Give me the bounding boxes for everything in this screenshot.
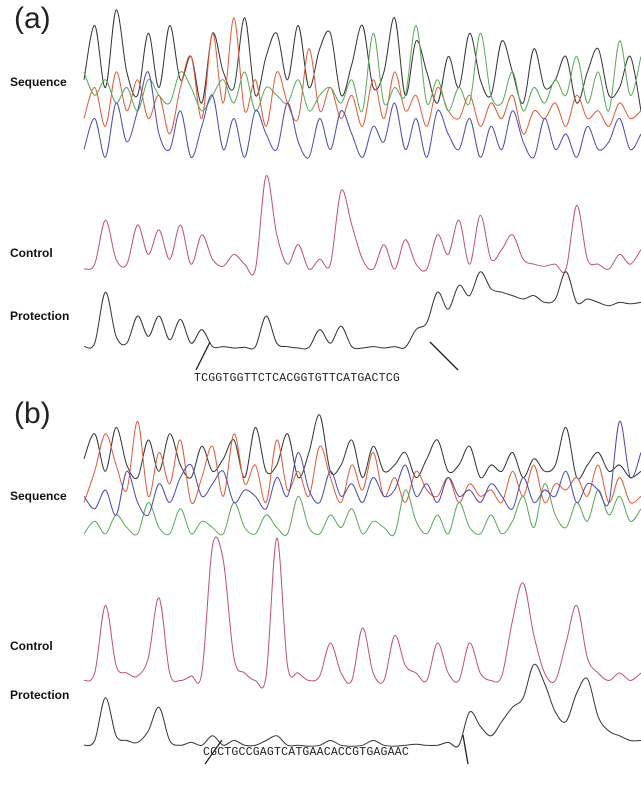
panel-b: (b) Sequence Control Protection CGCTGCCG… <box>0 395 641 789</box>
footprint-marker-left <box>195 341 211 371</box>
footprint-marker-right <box>462 734 469 765</box>
trace-protection-5 <box>83 271 641 350</box>
footprint-sequence: CGCTGCCGAGTCATGAACACCGTGAGAAC <box>203 746 409 759</box>
trace-sequence-0 <box>83 414 641 480</box>
sequence-row-label: Sequence <box>10 75 67 89</box>
trace-sequence-1 <box>83 420 641 505</box>
trace-sequence-3 <box>83 71 641 159</box>
control-row-label: Control <box>10 246 53 260</box>
protection-row-label: Protection <box>10 688 70 702</box>
panel-label: (b) <box>14 397 51 430</box>
trace-control-4 <box>83 175 641 276</box>
trace-sequence-2 <box>83 24 641 113</box>
trace-control-4 <box>83 536 641 689</box>
trace-sequence-2 <box>83 483 641 537</box>
trace-protection-5 <box>83 663 641 748</box>
trace-plot-a <box>83 9 641 371</box>
trace-sequence-0 <box>83 9 641 111</box>
footprint-marker-right <box>429 341 459 371</box>
control-row-label: Control <box>10 639 53 653</box>
protection-row-label: Protection <box>10 309 70 323</box>
panel-a: (a) Sequence Control Protection TCGGTGGT… <box>10 2 641 385</box>
trace-sequence-1 <box>83 17 641 135</box>
footprint-marker-left <box>204 739 223 765</box>
footprint-sequence: TCGGTGGTTCTCACGGTGTTCATGACTCG <box>194 372 400 385</box>
trace-sequence-3 <box>83 420 641 517</box>
sequence-row-label: Sequence <box>10 489 67 503</box>
panel-label: (a) <box>14 2 51 35</box>
trace-plot-b <box>83 414 641 765</box>
